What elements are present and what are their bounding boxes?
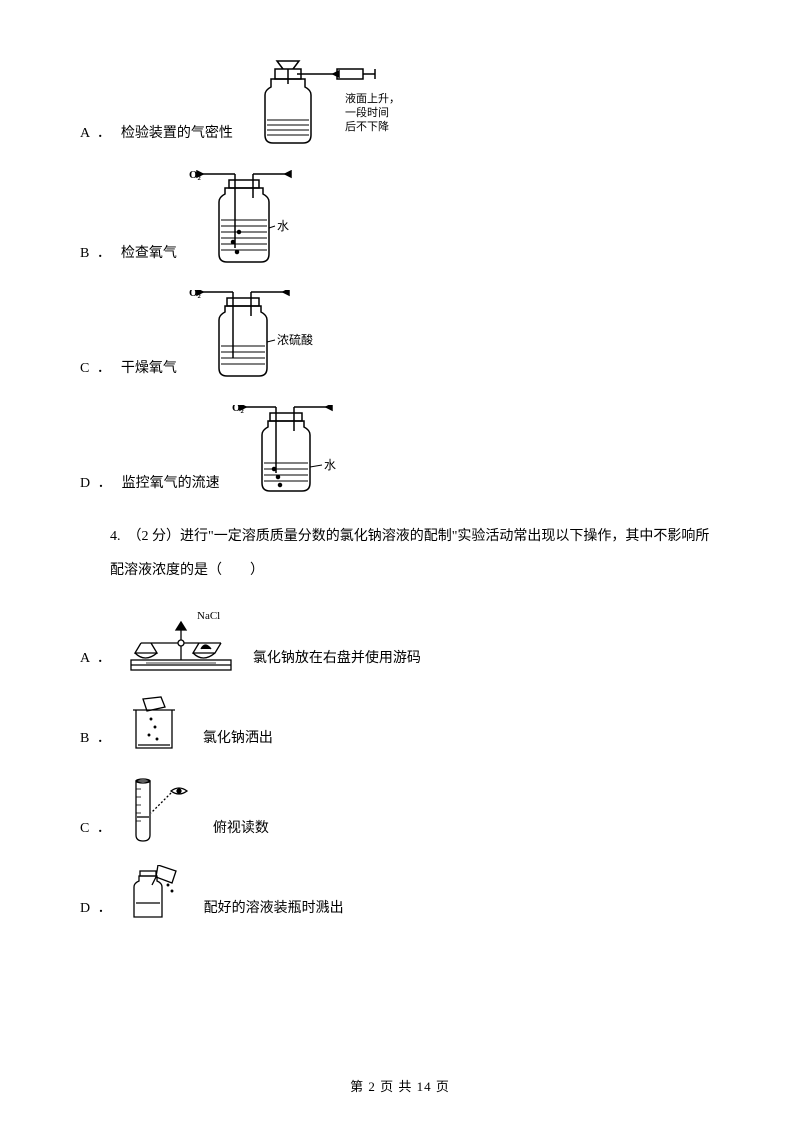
- option-label: A ．: [80, 644, 113, 675]
- liquid-label: 水: [324, 458, 336, 472]
- diagram-bottle-pour-icon: [122, 865, 192, 925]
- option-text: 配好的溶液装瓶时溅出: [204, 894, 344, 925]
- diagram-check-oxygen-icon: O₂ 水: [189, 170, 319, 270]
- footer-total: 14: [417, 1079, 432, 1094]
- q4-option-c: C ． 俯视读数: [80, 775, 720, 845]
- q3-option-a: A ． 检验装置的气密性: [80, 60, 720, 150]
- page-footer: 第 2 页 共 14 页: [0, 1073, 800, 1102]
- annot-line1: 液面上升，: [345, 91, 400, 105]
- option-label: B ．: [80, 724, 113, 755]
- q3-option-c: C ． 干燥氧气 O₂ 浓硫酸: [80, 290, 720, 385]
- option-text: 检查氧气: [121, 239, 177, 270]
- q4-option-b: B ． 氯化钠洒出: [80, 695, 720, 755]
- option-text: 干燥氧气: [121, 354, 177, 385]
- option-text: 氯化钠放在右盘并使用游码: [253, 644, 421, 675]
- option-label: A ．: [80, 119, 113, 150]
- footer-prefix: 第: [350, 1079, 368, 1094]
- gas-label: O₂: [189, 290, 202, 299]
- diagram-beaker-spill-icon: [121, 695, 191, 755]
- option-label: C ．: [80, 814, 113, 845]
- diagram-flowrate-icon: O₂ 水: [232, 405, 372, 500]
- q3-option-d: D ． 监控氧气的流速: [80, 405, 720, 500]
- diagram-dry-oxygen-icon: O₂ 浓硫酸: [189, 290, 329, 385]
- diagram-balance-icon: NaCl: [121, 605, 241, 675]
- footer-mid: 页 共: [376, 1079, 417, 1094]
- diagram-cylinder-eye-icon: [121, 775, 201, 845]
- annot-line3: 后不下降: [345, 119, 389, 133]
- gas-label: O₂: [232, 405, 245, 414]
- gas-label: O₂: [189, 170, 202, 181]
- liquid-label: 水: [277, 219, 289, 233]
- q4-stem: 4. （2 分）进行"一定溶质质量分数的氯化钠溶液的配制"实验活动常出现以下操作…: [110, 520, 720, 587]
- footer-suffix: 页: [432, 1079, 450, 1094]
- diagram-airtight-icon: 液面上升， 一段时间 后不下降: [245, 60, 415, 150]
- q4-option-a: A ． NaCl: [80, 605, 720, 675]
- annot-line2: 一段时间: [345, 105, 389, 119]
- option-label: C ．: [80, 354, 113, 385]
- option-text: 监控氧气的流速: [122, 469, 220, 500]
- option-label: D ．: [80, 894, 114, 925]
- balance-label: NaCl: [197, 610, 220, 622]
- footer-page: 2: [368, 1079, 376, 1094]
- q3-option-b: B ． 检查氧气: [80, 170, 720, 270]
- option-text: 检验装置的气密性: [121, 119, 233, 150]
- option-text: 氯化钠洒出: [203, 724, 273, 755]
- option-label: B ．: [80, 239, 113, 270]
- liquid-label: 浓硫酸: [277, 332, 313, 347]
- option-label: D ．: [80, 469, 114, 500]
- option-text: 俯视读数: [213, 814, 269, 845]
- q4-option-d: D ． 配好的溶液装瓶时溅出: [80, 865, 720, 925]
